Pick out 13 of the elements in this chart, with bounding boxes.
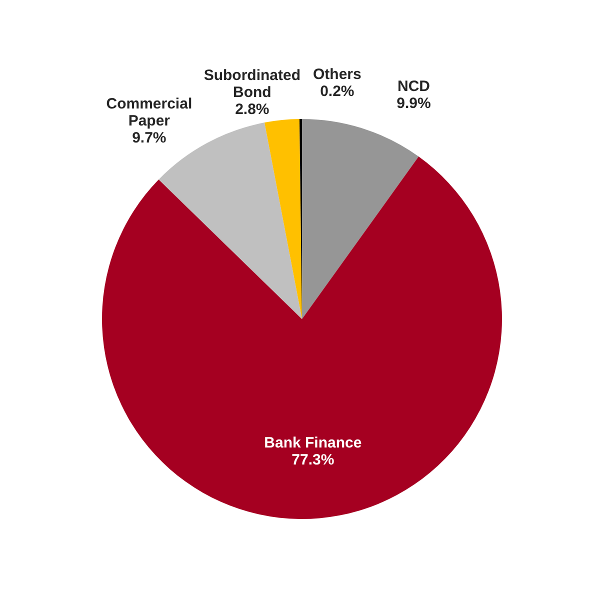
data-label: 77.3%	[292, 452, 334, 469]
slice-label: Bank Finance	[264, 434, 362, 452]
data-label: 2.8%	[235, 101, 270, 118]
data-label: 0.2%	[320, 83, 354, 100]
slice-label: Commercial Paper	[106, 95, 192, 130]
pie-slice	[302, 119, 419, 319]
slice-label: Subordinated Bond	[204, 67, 301, 102]
data-label: 9.7%	[132, 129, 166, 146]
slice-label: Others	[312, 66, 362, 84]
pie-slice	[264, 119, 302, 319]
pie-slice	[102, 156, 502, 519]
slice-label: NCD	[398, 78, 430, 95]
data-label: 9.9%	[396, 94, 431, 112]
